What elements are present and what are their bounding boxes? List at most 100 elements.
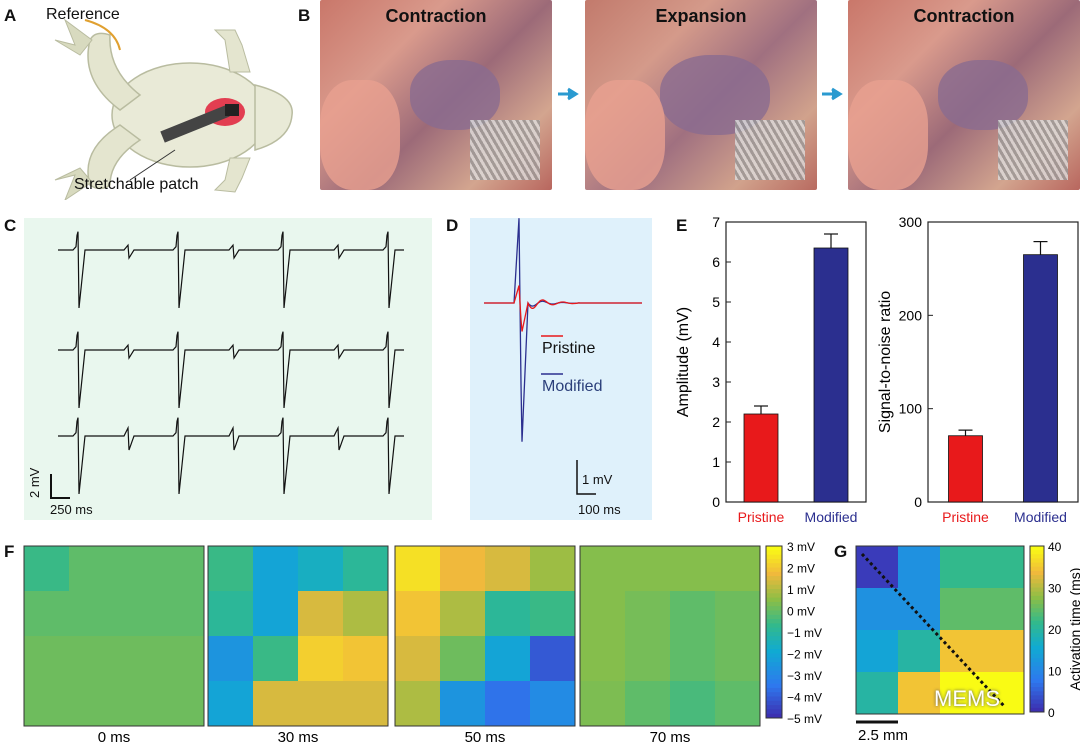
- activation-cell: [856, 630, 899, 673]
- activation-colorbar-segment: [1030, 558, 1044, 564]
- amp-bar-pristine: [743, 413, 779, 503]
- panel-label-f: F: [4, 542, 15, 561]
- activation-colorbar-segment: [1030, 699, 1044, 705]
- amp-ytick-label: 7: [712, 214, 720, 230]
- panel-label-a: A: [4, 6, 17, 25]
- colorbar-tick-label: 3 mV: [787, 540, 815, 554]
- photo-expansion: Expansion: [585, 0, 817, 190]
- colorbar-segment: [766, 653, 782, 659]
- colorbar-segment: [766, 550, 782, 556]
- colorbar-segment: [766, 567, 782, 573]
- activation-cell: [982, 630, 1025, 673]
- activation-colorbar-segment: [1030, 641, 1044, 647]
- heatmap-cell: [580, 591, 626, 637]
- snr-bar-chart: 0 100 200 300 Signal-to-noise ratio Pristine M…: [878, 214, 1079, 525]
- snr-ytick-label: 0: [914, 494, 922, 510]
- heatmap-cell: [208, 636, 254, 682]
- colorbar-segment: [766, 670, 782, 676]
- heatmap-cell: [485, 681, 531, 727]
- reference-label: Reference: [46, 6, 120, 23]
- activation-colorbar-segment: [1030, 595, 1044, 601]
- colorbar-tick-label: 1 mV: [787, 583, 815, 597]
- activation-colorbar-segment: [1030, 633, 1044, 638]
- colorbar-segment: [766, 687, 782, 693]
- activation-colorbar-segment: [1030, 695, 1044, 701]
- snr-xlabel-pristine: Pristine: [942, 509, 989, 525]
- amp-ytick-label: 2: [712, 414, 720, 430]
- panel-label-d: D: [446, 216, 459, 235]
- colorbar-segment: [766, 700, 782, 706]
- legend-modified: Modified: [542, 378, 603, 395]
- activation-colorbar-segment: [1030, 575, 1044, 580]
- snr-ytick-label: 200: [899, 307, 923, 323]
- colorbar-tick-label: −3 mV: [787, 669, 822, 683]
- activation-cell: [940, 672, 983, 715]
- activation-colorbar-segment: [1030, 579, 1044, 584]
- activation-cell: [898, 546, 941, 589]
- legend-pristine: Pristine: [542, 340, 596, 357]
- heatmap-frame: [579, 545, 761, 727]
- activation-colorbar-segment: [1030, 703, 1044, 709]
- activation-cell: [940, 630, 983, 673]
- legend-line-pristine: [541, 335, 563, 337]
- pristine-wave: [484, 285, 642, 332]
- colorbar-segment: [766, 696, 782, 702]
- activation-colorbar-segment: [1030, 587, 1044, 593]
- colorbar-segment: [766, 713, 782, 719]
- activation-colorbar-segment: [1030, 554, 1044, 559]
- colorbar-segment: [766, 683, 782, 689]
- heatmap-cell: [298, 636, 344, 682]
- activation-frame: [855, 545, 1025, 715]
- photo-contraction-2: Contraction: [848, 0, 1080, 190]
- panel-d-bg: [470, 218, 652, 520]
- heatmap-cell: [298, 591, 344, 637]
- heatmap-cell: [343, 546, 389, 592]
- colorbar-segment: [766, 589, 782, 594]
- activation-colorbar-segment: [1030, 670, 1044, 676]
- frame-time-label: 30 ms: [278, 729, 319, 742]
- activation-map: 2.5 mm 40 30 20 10 0 Activation time (ms): [855, 540, 1080, 742]
- heatmap-cell: [625, 591, 671, 637]
- heatmap-cell: [530, 636, 576, 682]
- activation-colorbar-segment: [1030, 583, 1044, 588]
- activation-cell: [982, 588, 1025, 631]
- heatmap-cell: [159, 546, 205, 592]
- frame-time-label: 50 ms: [465, 729, 506, 742]
- heatmap-cell: [159, 681, 205, 727]
- heatmap-cell: [343, 636, 389, 682]
- activation-tick-label: 20: [1048, 623, 1062, 637]
- colorbar-segment: [766, 580, 782, 586]
- heatmap-cell: [670, 546, 716, 592]
- heatmap-frame: [394, 545, 576, 727]
- heatmap-cell: [670, 636, 716, 682]
- heatmap-cell: [253, 636, 299, 682]
- amp-ytick-label: 6: [712, 254, 720, 270]
- heatmap-cell: [625, 636, 671, 682]
- scale-bar-c: [50, 474, 70, 499]
- colorbar-segment: [766, 709, 782, 715]
- activation-colorbar-segment: [1030, 562, 1044, 568]
- heatmap-cell: [159, 636, 205, 682]
- activation-cell: [856, 546, 899, 589]
- heatmap-cell: [395, 591, 441, 637]
- panel-c-bg: [24, 218, 432, 520]
- modified-wave: [484, 218, 642, 442]
- heatmap-cell: [69, 681, 115, 727]
- colorbar-segment: [766, 546, 782, 551]
- activation-cell: [982, 672, 1025, 715]
- colorbar-segment: [766, 636, 782, 642]
- activation-cell: [856, 672, 899, 715]
- activation-colorbar-segment: [1030, 629, 1044, 634]
- colorbar-segment: [766, 610, 782, 616]
- frog-illustration: [54, 18, 293, 200]
- amp-ytick-label: 1: [712, 454, 720, 470]
- colorbar-segment: [766, 679, 782, 685]
- heatmap-cell: [440, 591, 486, 637]
- heatmap-cell: [69, 591, 115, 637]
- heatmap-cell: [670, 681, 716, 727]
- stretchable-patch-label: Stretchable patch: [74, 176, 199, 193]
- amp-bar-modified: [813, 247, 849, 503]
- ecg-trace-2: [58, 331, 404, 409]
- heatmap-cell: [208, 681, 254, 727]
- amp-ytick-label: 5: [712, 294, 720, 310]
